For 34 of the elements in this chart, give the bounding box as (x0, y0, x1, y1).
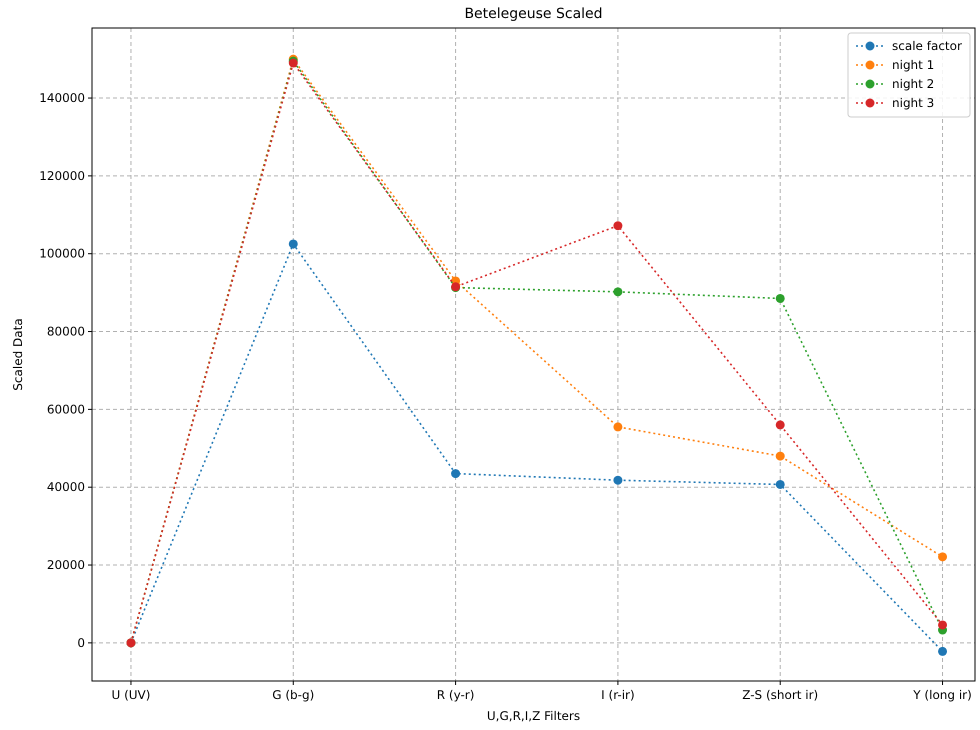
point (451, 469, 460, 478)
y-tick-label: 120000 (39, 168, 85, 183)
point (776, 452, 785, 461)
y-tick-label: 80000 (46, 324, 85, 339)
y-tick-label: 40000 (46, 480, 85, 494)
point (288, 239, 298, 248)
point (938, 646, 948, 656)
point (613, 476, 622, 485)
x-tick-label: Z-S (short ir) (742, 688, 818, 702)
legend-label: scale factor (892, 39, 962, 53)
y-tick-label: 140000 (39, 91, 85, 106)
point (776, 294, 785, 303)
x-axis-title: U,G,R,I,Z Filters (486, 709, 580, 723)
x-tick-label: U (UV) (111, 688, 150, 702)
x-tick-label: R (y-r) (436, 688, 474, 702)
legend-label: night 1 (892, 58, 934, 72)
y-tick-label: 20000 (46, 558, 85, 572)
chart-title: Betelegeuse Scaled (464, 6, 603, 22)
y-tick-label: 60000 (46, 402, 85, 416)
point (613, 422, 622, 432)
y-tick-label: 100000 (39, 246, 85, 261)
point (613, 287, 622, 296)
point (776, 480, 785, 489)
x-tick-label: Y (long ir) (912, 688, 972, 702)
point (938, 620, 948, 630)
point (776, 420, 785, 430)
legend-label: night 2 (892, 77, 934, 91)
point (938, 552, 948, 562)
legend-label: night 3 (892, 96, 934, 110)
point (613, 221, 622, 230)
x-tick-label: G (b-g) (272, 688, 314, 702)
y-axis-title: Scaled Data (11, 318, 25, 391)
y-tick-label: 0 (77, 636, 85, 650)
x-tick-label: I (r-ir) (601, 688, 635, 702)
